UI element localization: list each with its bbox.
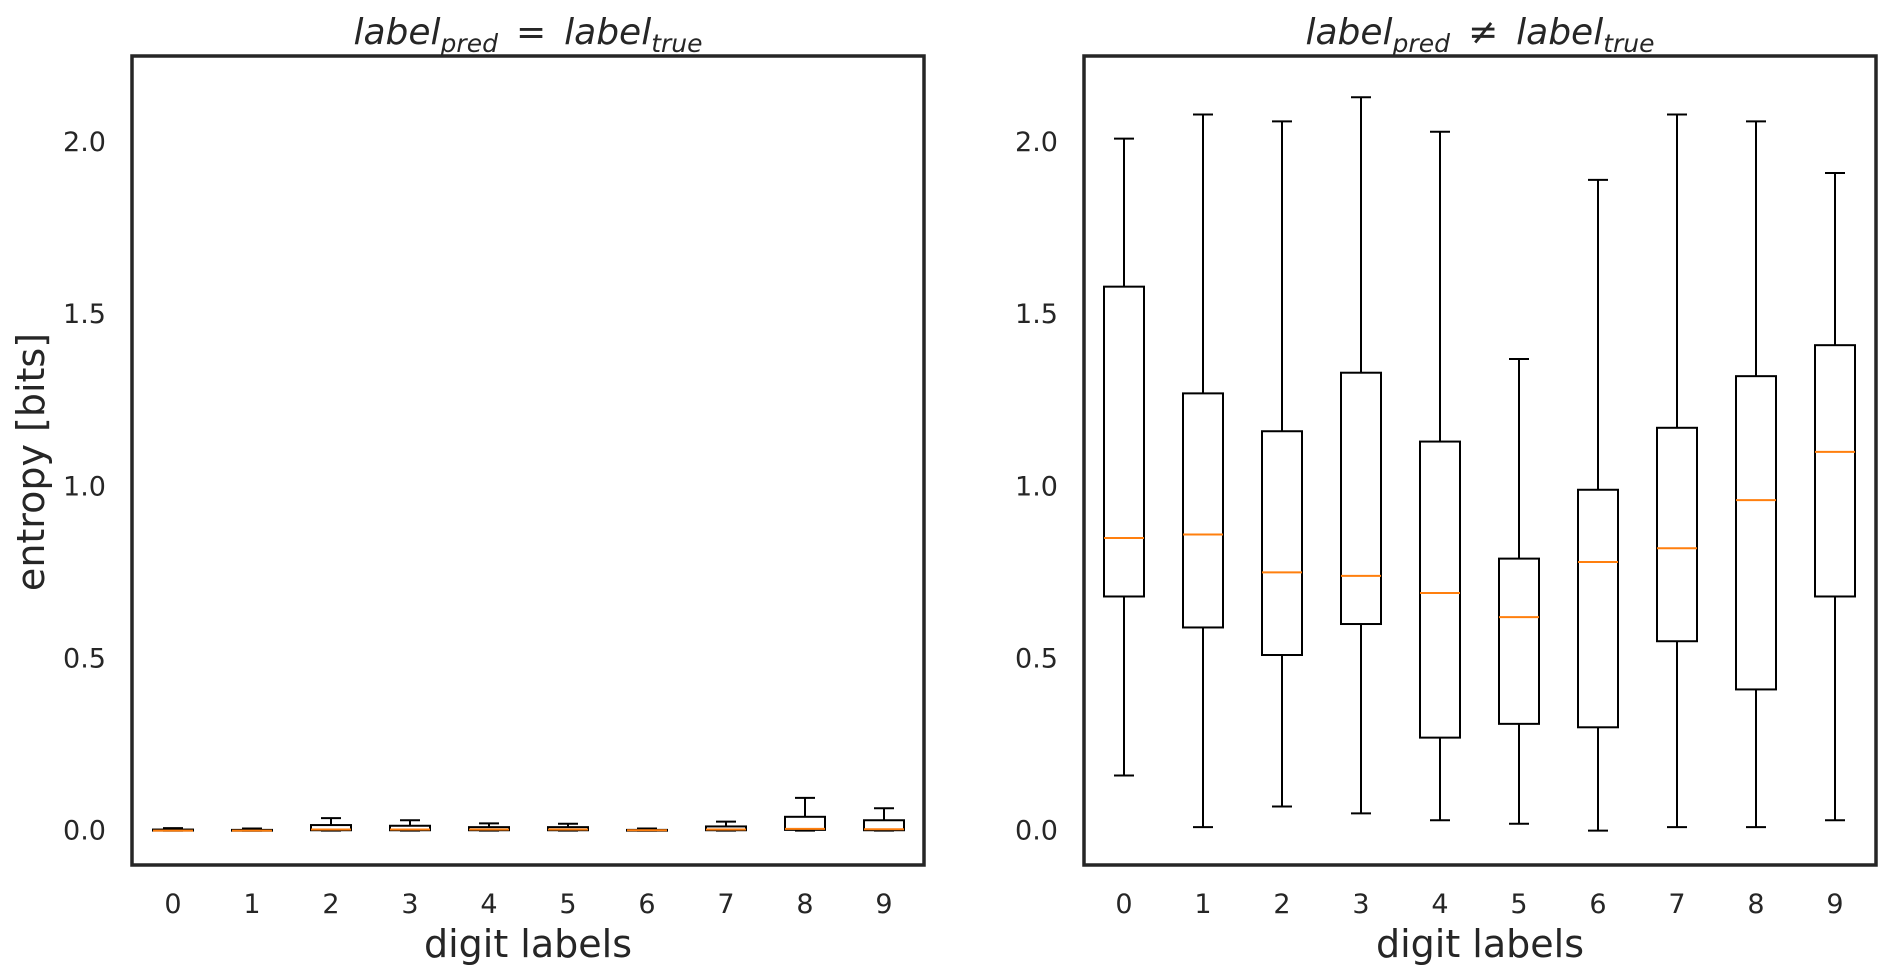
x-axis-label: digit labels [1376,922,1584,966]
x-tick-label: 6 [638,889,655,920]
x-tick-label: 1 [1194,889,1211,920]
box-plot-digit-2 [1261,120,1303,808]
y-tick-label: 1.0 [1015,471,1058,502]
x-tick-label: 4 [1431,889,1448,920]
y-tick-label: 0.5 [63,643,106,674]
y-tick-label: 2.0 [63,127,106,158]
x-tick-label: 0 [1115,889,1132,920]
box-plot-digit-4 [1419,130,1461,822]
box-plot-digit-6 [1577,178,1619,832]
box-plot-digit-5 [547,822,589,832]
plot-frame [1082,54,1878,867]
y-tick-label: 0.5 [1015,643,1058,674]
box-plots [1103,96,1856,832]
y-tick-labels: 0.0 0.5 1.0 1.5 2.0 [63,127,106,847]
box-plot-digit-7 [1656,113,1698,829]
x-tick-label: 3 [1352,889,1369,920]
x-tick-label: 4 [480,889,497,920]
y-tick-label: 0.0 [63,816,106,847]
x-tick-label: 5 [1510,889,1527,920]
box-plot-digit-0 [1103,137,1145,777]
iqr-box [1735,375,1777,691]
iqr-box [1261,430,1303,657]
iqr-box [784,815,826,831]
x-tick-label: 6 [1589,889,1606,920]
box-plot-digit-2 [310,817,352,832]
iqr-box [1340,371,1382,626]
x-tick-labels: 0 1 2 3 4 5 6 7 8 9 [1115,889,1843,920]
box-plot-digit-1 [231,827,273,832]
y-tick-label: 1.0 [63,471,106,502]
box-plot-digit-3 [1340,96,1382,815]
y-tick-label: 1.5 [1015,299,1058,330]
iqr-box [1103,285,1145,598]
chart-panel-incorrect: labelpred ≠ labeltrue 0.0 0.5 1.0 1.5 2.0 0 1 2 3… [1015,12,1878,966]
y-tick-label: 1.5 [63,299,106,330]
iqr-box [1498,557,1540,725]
box-plot-digit-9 [863,807,905,832]
x-axis-label: digit labels [424,922,632,966]
iqr-box [1814,344,1856,598]
y-axis-label: entropy [bits] [9,333,53,591]
x-tick-label: 7 [717,889,734,920]
iqr-box [1182,392,1224,629]
y-tick-label: 0.0 [1015,816,1058,847]
chart-panel-correct: labelpred = labeltrue 0.0 0.5 1.0 1.5 2.0 0 1 2 3… [9,12,926,966]
iqr-box [1577,488,1619,729]
box-plot-digit-0 [152,827,194,832]
box-plot-digit-8 [784,796,826,832]
iqr-box [1656,426,1698,643]
box-plot-digit-9 [1814,172,1856,822]
box-plots [152,796,905,832]
box-plot-digit-3 [389,819,431,832]
x-tick-label: 0 [164,889,181,920]
x-tick-label: 2 [1273,889,1290,920]
box-plot-digit-4 [468,822,510,832]
x-tick-labels: 0 1 2 3 4 5 6 7 8 9 [164,889,892,920]
plot-frame [130,54,926,867]
box-plot-digit-7 [705,820,747,832]
x-tick-label: 1 [243,889,260,920]
chart-title-incorrect: labelpred ≠ labeltrue [1305,12,1654,58]
y-tick-labels: 0.0 0.5 1.0 1.5 2.0 [1015,127,1058,847]
iqr-box [1419,440,1461,739]
x-tick-label: 8 [796,889,813,920]
y-tick-label: 2.0 [1015,127,1058,158]
x-tick-label: 3 [401,889,418,920]
chart-title-correct: labelpred = labeltrue [353,12,702,58]
x-tick-label: 7 [1668,889,1685,920]
x-tick-label: 9 [875,889,892,920]
x-tick-label: 5 [559,889,576,920]
iqr-box [863,819,905,832]
box-plot-digit-6 [626,827,668,832]
x-tick-label: 8 [1747,889,1764,920]
box-plot-digit-8 [1735,120,1777,829]
box-plot-digit-5 [1498,357,1540,825]
x-tick-label: 2 [322,889,339,920]
box-plot-digit-1 [1182,113,1224,829]
x-tick-label: 9 [1826,889,1843,920]
